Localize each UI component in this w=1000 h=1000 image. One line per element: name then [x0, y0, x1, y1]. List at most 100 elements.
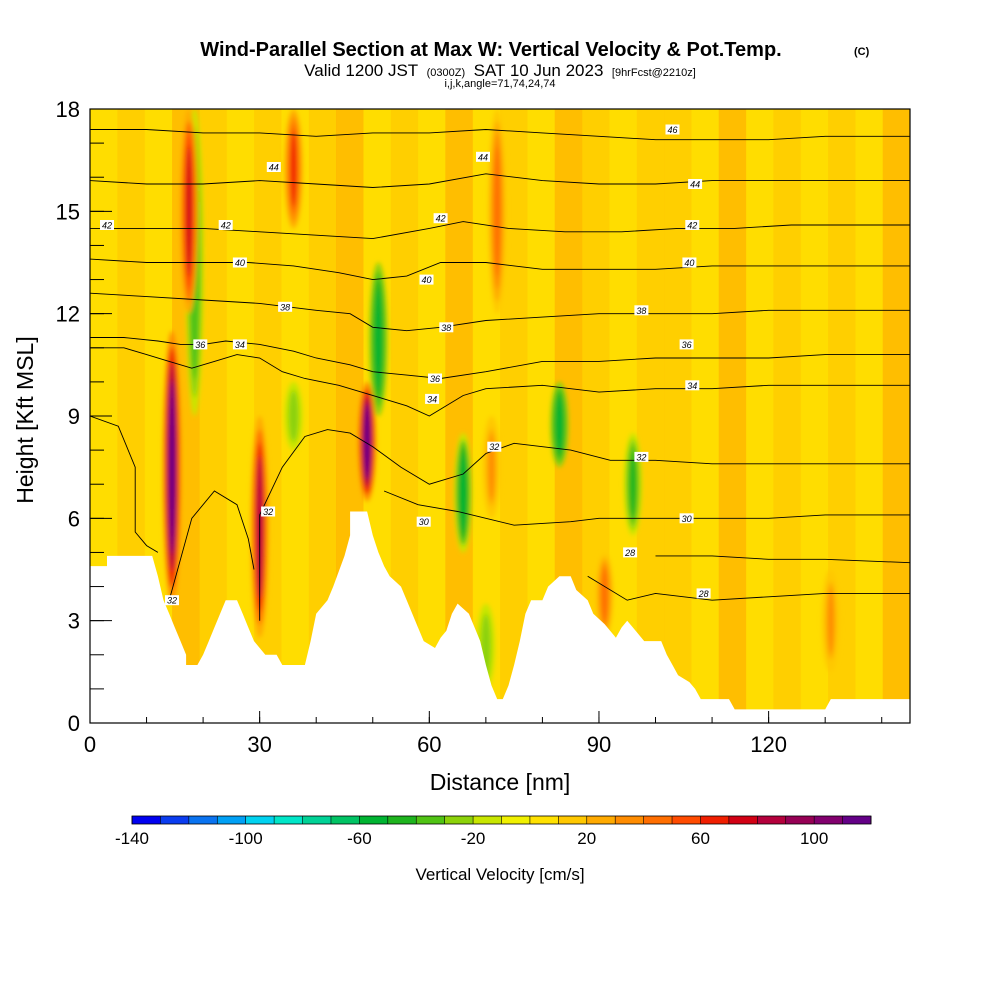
colorbar: -140 -100 -60 -20 20 60 100: [115, 815, 872, 848]
colorbar-swatch: [785, 816, 815, 824]
colorbar-swatch: [444, 816, 474, 824]
contour-label: 38: [439, 322, 454, 333]
colorbar-swatch: [529, 816, 559, 824]
contour-label-bg: [476, 151, 490, 162]
theta-contour-32: [90, 415, 159, 553]
subtitle-utc: (0300Z): [427, 67, 466, 79]
contour-label-text: 38: [441, 323, 451, 333]
theta-contour-34: [90, 347, 910, 417]
contour-label: 44: [476, 151, 490, 162]
colorbar-tick-label: -100: [229, 829, 263, 848]
contour-label-text: 32: [167, 596, 177, 606]
y-axis-label: Height [Kft MSL]: [12, 336, 38, 503]
terrain: [90, 511, 910, 723]
theta-contour-26: [655, 555, 910, 564]
contour-label-bg: [232, 257, 247, 268]
downdraft-cell: [290, 394, 297, 438]
contour-label-bg: [685, 220, 700, 230]
updraft-cell: [290, 130, 297, 207]
contour-label: 34: [425, 393, 440, 404]
subtitle-indices: i,j,k,angle=71,74,24,74: [444, 78, 555, 90]
contour-label-text: 28: [698, 589, 709, 599]
contour-label-text: 42: [221, 221, 231, 231]
contour-label-text: 40: [235, 258, 245, 268]
contour-label-text: 34: [687, 381, 697, 391]
colorbar-tick-label: 20: [577, 829, 596, 848]
contour-label-text: 34: [235, 340, 245, 350]
contour-label: 42: [100, 220, 114, 231]
colorbar-swatch: [757, 816, 786, 824]
x-tick-label: 0: [84, 732, 96, 757]
velocity-streak: [773, 109, 802, 723]
colorbar-swatch: [416, 816, 445, 824]
contour-label-text: 42: [687, 221, 697, 231]
colorbar-tick-label: -20: [461, 829, 486, 848]
velocity-streak: [418, 109, 446, 723]
contour-label: 44: [266, 162, 281, 173]
contour-label-text: 42: [102, 221, 112, 231]
colorbar-swatch: [274, 816, 303, 824]
contour-label-text: 40: [684, 258, 694, 268]
colorbar-swatch: [387, 816, 417, 824]
updraft-cell: [494, 145, 501, 277]
contour-label: 38: [634, 305, 649, 316]
downdraft-cell: [556, 397, 563, 452]
contour-label: 32: [165, 595, 179, 606]
contour-label-bg: [623, 547, 638, 558]
theta-contour-32: [259, 429, 910, 621]
colorbar-swatch: [700, 816, 730, 824]
velocity-streak: [636, 109, 665, 723]
contour-label: 32: [261, 506, 276, 517]
updraft-cell: [364, 403, 371, 480]
colorbar-tick-label: 100: [800, 829, 828, 848]
colorbar-swatch: [245, 816, 275, 824]
contour-label-text: 30: [682, 514, 692, 524]
velocity-streak: [691, 109, 720, 723]
colorbar-swatch: [728, 816, 758, 824]
contour-label-bg: [696, 588, 711, 599]
downdraft-cell: [460, 454, 467, 531]
contour-label-bg: [685, 380, 700, 391]
colorbar-tick-label: -140: [115, 829, 149, 848]
y-tick-label: 12: [56, 302, 80, 327]
contour-label: 36: [193, 339, 208, 350]
contour-label-text: 38: [636, 306, 646, 316]
subtitle-valid: Valid 1200 JST: [304, 61, 418, 80]
contour-label-bg: [634, 451, 649, 462]
contour-label: 28: [696, 588, 711, 599]
colorbar-swatch: [814, 816, 843, 824]
contour-label-bg: [428, 373, 442, 384]
y-tick-label: 15: [56, 199, 80, 224]
colorbar-title: Vertical Velocity [cm/s]: [415, 865, 584, 884]
updraft-cell: [186, 145, 192, 277]
theta-contour-32: [168, 490, 255, 601]
velocity-streak: [746, 109, 774, 723]
theta-contour-46: [90, 129, 910, 141]
y-tick-label: 0: [68, 711, 80, 736]
terrain-mask: [90, 511, 910, 723]
y-tick-label: 9: [68, 404, 80, 429]
contour-label-text: 44: [269, 163, 279, 173]
contour-label-text: 44: [690, 180, 700, 190]
velocity-streak: [882, 109, 910, 723]
contour-label-text: 32: [489, 442, 499, 452]
contour-label: 38: [278, 301, 293, 312]
contour-labels: 42 42 40 38 36 34 44 44 42 40 38 36 34 32 30 32 32 46 44 42…: [100, 124, 711, 606]
x-tick-label: 30: [247, 732, 271, 757]
x-tick-label: 60: [417, 732, 441, 757]
contour-label-bg: [634, 305, 649, 316]
contour-label: 40: [419, 274, 434, 285]
contour-label-bg: [682, 257, 697, 268]
copyright-mark: (C): [854, 46, 870, 58]
contour-label: 42: [218, 220, 233, 231]
contour-label-text: 40: [421, 275, 431, 285]
y-tick-label: 18: [56, 97, 80, 122]
contour-label: 30: [679, 513, 694, 524]
contour-label: 40: [232, 257, 247, 268]
velocity-streak: [664, 109, 692, 723]
colorbar-tick-label: -60: [347, 829, 372, 848]
plot-area: 42 42 40 38 36 34 44 44 42 40 38 36 34 32 30 32 32 46 44 42…: [90, 109, 910, 723]
contour-label-text: 36: [430, 374, 440, 384]
contour-label: 32: [634, 451, 649, 462]
